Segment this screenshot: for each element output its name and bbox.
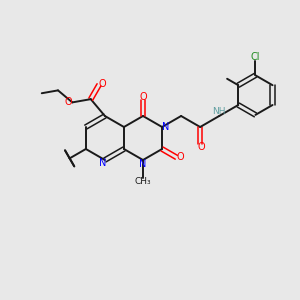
Text: N: N xyxy=(162,122,170,132)
Text: O: O xyxy=(197,142,205,152)
Text: NH: NH xyxy=(212,106,226,116)
Text: N: N xyxy=(139,159,147,169)
Text: Cl: Cl xyxy=(251,52,260,62)
Text: O: O xyxy=(64,98,72,107)
Text: O: O xyxy=(139,92,147,101)
Text: O: O xyxy=(176,152,184,162)
Text: N: N xyxy=(99,158,106,168)
Text: CH₃: CH₃ xyxy=(135,177,151,186)
Text: O: O xyxy=(98,79,106,89)
